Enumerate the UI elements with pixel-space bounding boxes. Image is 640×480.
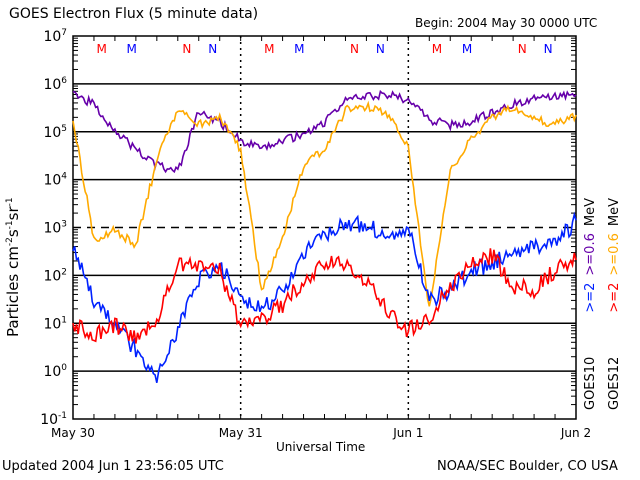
magnetopause-marker: M (127, 42, 137, 56)
x-axis-label: Universal Time (276, 440, 366, 454)
legend-entry: >=0.6 (607, 233, 622, 276)
y-axis-label: Particles cm-2s-1sr-1 (4, 197, 22, 337)
y-tick-label: 106 (43, 76, 67, 93)
series-line-1 (72, 100, 577, 307)
y-tick-label: 107 (43, 28, 67, 45)
legend-row: GOES10 >=2 >=0.6 MeV (583, 191, 598, 410)
source-credit: NOAA/SEC Boulder, CO USA (437, 459, 618, 474)
legend-entry: >=0.6 (583, 233, 598, 276)
magnetopause-marker: M (294, 42, 304, 56)
y-tick-label: 10-1 (40, 411, 67, 428)
legend-entry: GOES10 (583, 356, 598, 410)
x-tick-label: Jun 2 (560, 426, 591, 440)
magnetopause-marker: M (462, 42, 472, 56)
magnetopause-marker: M (264, 42, 274, 56)
y-tick-label: 102 (43, 267, 67, 284)
magnetopause-marker: M (96, 42, 106, 56)
magnetopause-marker: N (518, 42, 527, 56)
series-line-2 (72, 211, 577, 383)
updated-timestamp: Updated 2004 Jun 1 23:56:05 UTC (2, 459, 224, 474)
legend-entry: MeV (607, 198, 622, 227)
magnetopause-marker: N (208, 42, 217, 56)
legend-row: GOES12 >=2 >=0.6 MeV (607, 191, 622, 410)
legend-entry: MeV (583, 198, 598, 227)
magnetopause-marker: M (432, 42, 442, 56)
x-tick-label: May 30 (51, 426, 95, 440)
y-tick-label: 104 (43, 172, 67, 189)
magnetopause-marker: N (350, 42, 359, 56)
magnetopause-marker: N (376, 42, 385, 56)
legend-entry: GOES12 (607, 356, 622, 410)
y-tick-label: 100 (43, 363, 67, 380)
y-tick-label: 105 (43, 124, 67, 141)
chart-title: GOES Electron Flux (5 minute data) (9, 6, 259, 22)
legend-entry: >=2 (583, 282, 598, 313)
magnetopause-marker: N (544, 42, 553, 56)
y-tick-label: 103 (43, 220, 67, 237)
y-axis-label-text: Particles cm-2s-1sr-1 (4, 197, 22, 337)
series-line-3 (72, 248, 577, 344)
legend-entry: >=2 (607, 282, 622, 313)
magnetopause-marker: N (182, 42, 191, 56)
y-tick-label: 101 (43, 315, 67, 332)
x-tick-label: May 31 (219, 426, 263, 440)
x-tick-label: Jun 1 (392, 426, 423, 440)
chart-subtitle: Begin: 2004 May 30 0000 UTC (415, 16, 598, 30)
